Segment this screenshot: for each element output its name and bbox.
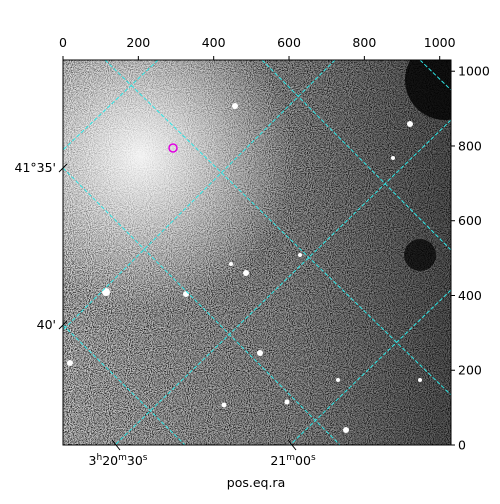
dec-tick-marks: [58, 163, 68, 330]
number: 20: [102, 453, 118, 468]
x-axis-label: pos.eq.ra: [227, 475, 285, 490]
unit: h: [96, 453, 102, 463]
dec-tick-label: 41°35': [15, 160, 57, 175]
number: 30: [127, 453, 143, 468]
frame: [62, 59, 452, 446]
x-tick-label: 800: [352, 35, 376, 50]
marker: [168, 143, 178, 153]
y-tick-label: 600: [458, 213, 482, 228]
unit: m: [286, 453, 295, 463]
y-tick-label: 200: [458, 363, 482, 378]
x-tick-label: 1000: [424, 35, 456, 50]
unit: s: [311, 453, 316, 463]
number: 21: [270, 453, 286, 468]
y-tick-label: 0: [458, 438, 466, 453]
y-tick-label: 400: [458, 288, 482, 303]
dec-tick-label: 40': [37, 317, 56, 332]
ra-tick-marks: [111, 439, 297, 451]
y-tick-label: 1000: [458, 64, 490, 79]
x-tick-label: 200: [126, 35, 150, 50]
x-tick-label: 600: [277, 35, 301, 50]
unit: s: [143, 453, 148, 463]
x-tick-label: 0: [59, 35, 67, 50]
x-tick-label: 400: [202, 35, 226, 50]
sky-image: [63, 60, 451, 445]
y-tick-label: 800: [458, 138, 482, 153]
coordinate-grid: [63, 60, 451, 445]
number: 00: [295, 453, 311, 468]
ra-tick-label: 3h20m30s: [89, 453, 148, 468]
unit: m: [118, 453, 127, 463]
ra-tick-label: 21m00s: [270, 453, 316, 468]
number: 3: [89, 453, 97, 468]
